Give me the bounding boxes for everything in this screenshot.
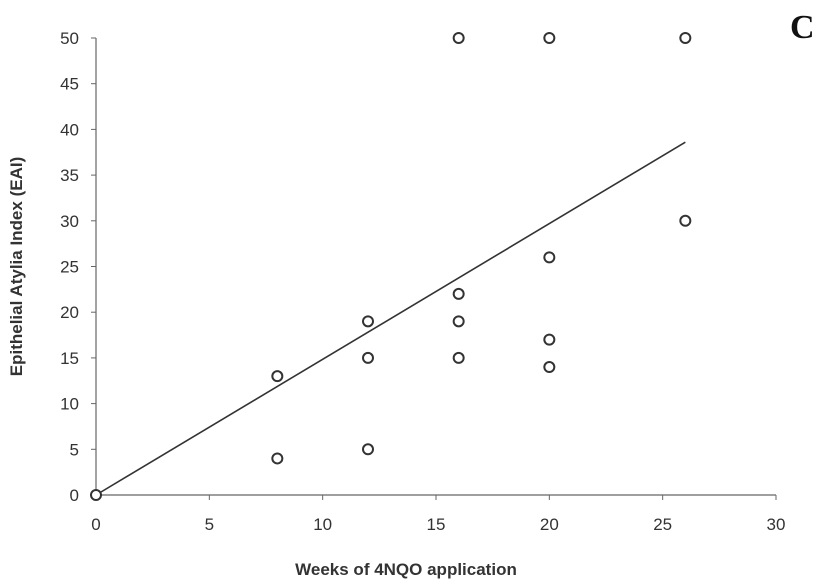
- data-point: [543, 361, 556, 374]
- data-point: [679, 32, 692, 44]
- x-tick-label: 30: [767, 515, 786, 534]
- y-tick-label: 45: [60, 75, 79, 94]
- y-tick-labels: 0 5 10 15 20 25 30 35 40 45 50: [60, 29, 79, 505]
- y-tick-label: 25: [60, 258, 79, 277]
- y-axis-title: Epithelial Atylia Index (EAI): [7, 157, 26, 376]
- x-tick-labels: 0 5 10 15 20 25 30: [91, 515, 785, 534]
- x-tick-label: 25: [653, 515, 672, 534]
- x-axis-title: Weeks of 4NQO application: [295, 560, 517, 579]
- x-tick-label: 0: [91, 515, 100, 534]
- y-tick-label: 50: [60, 29, 79, 48]
- x-tick-label: 15: [427, 515, 446, 534]
- data-point: [452, 287, 465, 300]
- x-tick-label: 20: [540, 515, 559, 534]
- data-point: [543, 333, 556, 346]
- data-point: [543, 251, 556, 264]
- axes: [91, 37, 777, 500]
- data-point: [452, 315, 465, 328]
- trendline: [95, 141, 686, 496]
- y-tick-label: 40: [60, 120, 79, 139]
- y-tick-label: 10: [60, 395, 79, 414]
- data-point: [452, 351, 465, 364]
- y-tick-label: 35: [60, 166, 79, 185]
- y-tick-label: 20: [60, 303, 79, 322]
- data-point: [679, 214, 692, 227]
- data-point: [271, 370, 284, 383]
- x-tick-label: 10: [313, 515, 332, 534]
- y-tick-label: 0: [70, 486, 79, 505]
- data-point: [362, 315, 374, 328]
- x-tick-label: 5: [205, 515, 214, 534]
- data-point: [90, 489, 102, 501]
- y-tick-label: 5: [70, 440, 79, 459]
- data-point: [543, 32, 556, 44]
- panel-label: C: [790, 9, 815, 46]
- y-tick-label: 30: [60, 212, 79, 231]
- data-point: [452, 32, 465, 44]
- y-tick-label: 15: [60, 349, 79, 368]
- data-point: [362, 443, 374, 456]
- data-point: [362, 351, 374, 364]
- data-point: [271, 452, 284, 465]
- data-points: [90, 32, 692, 501]
